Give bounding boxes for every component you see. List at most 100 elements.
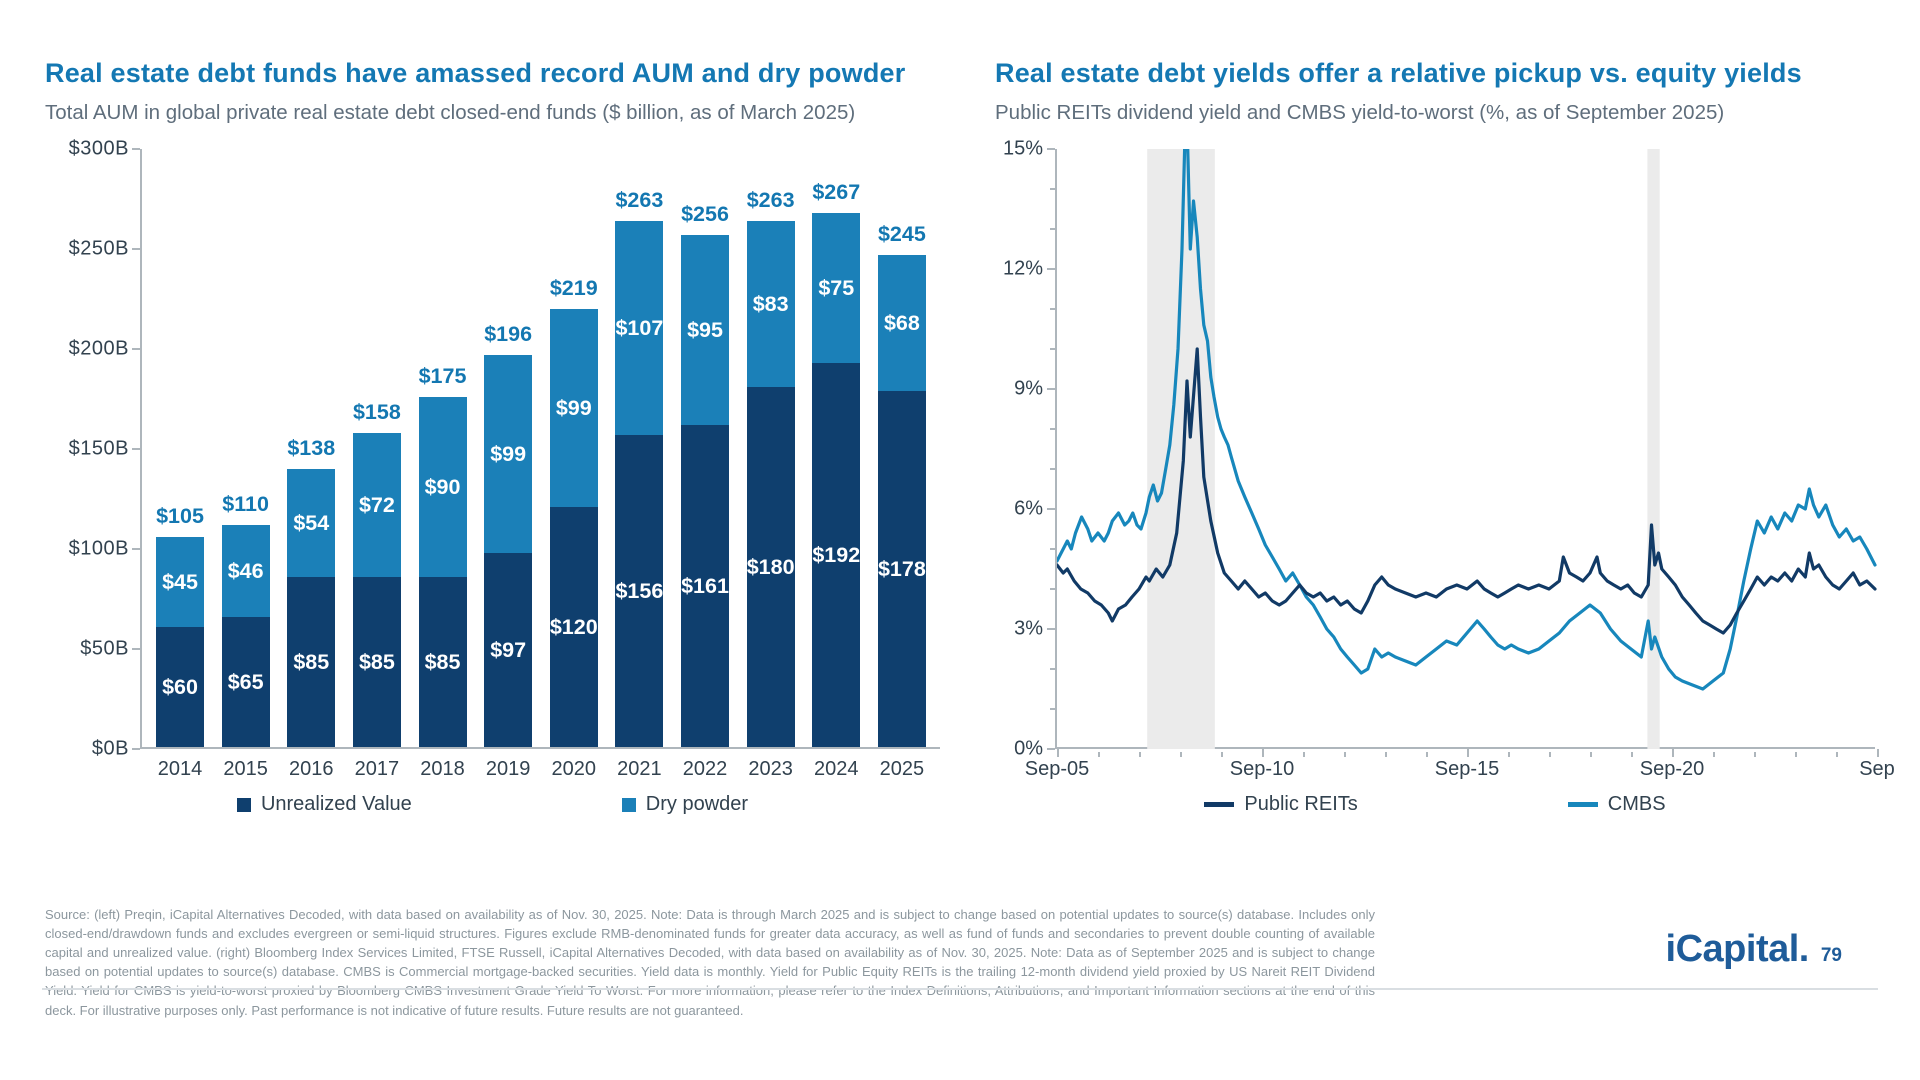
bar-total-label: $245: [877, 222, 926, 246]
logo-block: iCapital. 79: [1666, 928, 1842, 971]
unrealized-value-segment: $97: [484, 553, 533, 747]
cmbs-line-swatch: [1567, 802, 1598, 807]
right-chart-title: Real estate debt yields offer a relative…: [995, 58, 1802, 88]
dry-powder-segment: $68: [877, 255, 926, 391]
bar-2018: $175 $90 $85 2018: [418, 149, 467, 780]
public-reits-line-swatch: [1204, 802, 1235, 807]
unrealized-value-segment: $156: [615, 435, 664, 747]
right-x-axis-tick-mark: [1508, 752, 1510, 757]
right-x-axis-tick-mark: [1344, 752, 1346, 757]
right-x-axis-tick-mark: [1098, 752, 1100, 757]
legend-label-cmbs: CMBS: [1607, 793, 1666, 815]
footer: Source: (left) Preqin, iCapital Alternat…: [45, 905, 1375, 1020]
bar-2023: $263 $83 $180 2023: [746, 149, 795, 780]
right-y-axis-tick-mark: [1050, 468, 1055, 470]
bar-2021: $263 $107 $156 2021: [615, 149, 664, 780]
right-x-axis-tick-mark: [1754, 752, 1756, 757]
right-x-axis-tick-mark: [1877, 749, 1879, 757]
bar-total-label: $219: [549, 276, 598, 300]
right-y-axis-tick-mark: [1047, 388, 1055, 390]
left-x-axis-year-label: 2023: [748, 758, 793, 780]
left-y-axis-tick-label: $100B: [68, 537, 129, 560]
bar-2019: $196 $99 $97 2019: [484, 149, 533, 780]
right-y-axis-tick-label: 0%: [1014, 737, 1043, 760]
left-chart-legend: Unrealized Value Dry powder: [45, 793, 940, 816]
right-x-axis-tick-label: Sep-20: [1639, 758, 1705, 780]
yields-line-chart: 15% 12% 9% 6% 3% 0% Sep-05 Sep-10 Sep-15 Sep-20 Se…: [1003, 138, 1895, 781]
bar-2020: $219 $99 $120 2020: [549, 149, 598, 780]
dry-powder-segment: $99: [484, 355, 533, 553]
unrealized-value-segment: $85: [287, 577, 336, 747]
right-chart-legend: Public REITs CMBS: [995, 793, 1875, 816]
right-x-axis-tick-label: Sep: [1859, 758, 1895, 780]
left-x-axis-year-label: 2024: [814, 758, 859, 780]
bar-total-label: $158: [352, 400, 401, 424]
bar-2024: $267 $75 $192 2024: [812, 149, 861, 780]
bar-2014: $105 $45 $60 2014: [156, 149, 204, 780]
bar-total-label: $256: [681, 202, 729, 226]
bar-2022: $256 $95 $161 2022: [681, 149, 729, 780]
right-y-axis-tick-mark: [1047, 628, 1055, 630]
right-y-axis-tick-mark: [1047, 148, 1055, 150]
right-x-axis-tick-mark: [1180, 752, 1182, 757]
left-x-axis-year-label: 2021: [617, 758, 662, 780]
left-x-axis-year-label: 2016: [289, 758, 334, 780]
left-y-axis-tick-label: $50B: [80, 637, 129, 660]
right-x-axis-tick-mark: [1385, 752, 1387, 757]
right-x-axis-tick-mark: [1631, 752, 1633, 757]
left-y-axis-tick-mark: [132, 348, 140, 350]
right-chart-subtitle: Public REITs dividend yield and CMBS yie…: [995, 101, 1725, 124]
left-y-axis-tick-mark: [132, 548, 140, 550]
dry-powder-segment: $75: [812, 213, 861, 363]
unrealized-value-segment: $192: [812, 363, 861, 747]
dry-powder-segment: $46: [221, 525, 270, 617]
right-y-axis-tick-mark: [1050, 548, 1055, 550]
right-x-axis-tick-mark: [1836, 752, 1838, 757]
left-y-axis-tick-label: $150B: [68, 437, 129, 460]
unrealized-value-segment: $60: [156, 627, 204, 747]
left-y-axis-tick-mark: [132, 448, 140, 450]
bar-2015: $110 $46 $65 2015: [221, 149, 270, 780]
right-y-axis-tick-label: 12%: [1002, 257, 1043, 280]
left-x-axis-year-label: 2019: [485, 758, 531, 780]
bars-row: $105 $45 $60 2014 $110 $46 $65 2015 $138 $54 $85 20…: [142, 149, 940, 780]
left-x-axis-year-label: 2018: [420, 758, 465, 780]
right-x-axis-tick-mark: [1221, 752, 1223, 757]
right-y-axis-tick-mark: [1050, 308, 1055, 310]
dry-powder-segment: $54: [287, 469, 336, 577]
dry-powder-segment: $107: [615, 221, 664, 435]
right-x-axis-tick-mark: [1467, 749, 1469, 757]
right-x-axis-tick-mark: [1549, 752, 1551, 757]
unrealized-value-segment: $85: [352, 577, 401, 747]
legend-item-cmbs: CMBS: [1567, 793, 1666, 816]
bar-total-label: $110: [222, 492, 269, 516]
right-y-axis-tick-mark: [1050, 348, 1055, 350]
left-x-axis-year-label: 2022: [682, 758, 728, 780]
bar-total-label: $263: [615, 188, 664, 212]
legend-item-dry-powder: Dry powder: [621, 793, 748, 816]
left-x-axis-year-label: 2025: [879, 758, 925, 780]
bar-total-label: $105: [156, 504, 204, 528]
left-y-axis-tick-label: $0B: [91, 737, 129, 760]
left-y-axis-tick-mark: [132, 648, 140, 650]
right-y-axis-tick-label: 6%: [1014, 497, 1043, 520]
right-x-axis-tick-mark: [1590, 752, 1592, 757]
bottom-divider: [42, 988, 1878, 990]
left-chart-title: Real estate debt funds have amassed reco…: [45, 58, 906, 88]
charts-row: Real estate debt funds have amassed reco…: [45, 58, 1895, 816]
right-x-axis-tick-label: Sep-15: [1434, 758, 1500, 780]
right-y-axis-tick-mark: [1050, 428, 1055, 430]
dry-powder-segment: $95: [681, 235, 729, 425]
right-y-axis-tick-mark: [1047, 508, 1055, 510]
right-x-axis-tick-mark: [1139, 752, 1141, 757]
right-x-axis-tick-mark: [1303, 752, 1305, 757]
aum-bar-chart: $300B $250B $200B $150B $100B $50B $0B $105 $45 $…: [69, 138, 940, 780]
dry-powder-segment: $83: [746, 221, 795, 387]
left-y-axis-tick-mark: [132, 248, 140, 250]
dry-powder-segment: $99: [549, 309, 598, 507]
right-y-axis-tick-mark: [1047, 748, 1055, 750]
dry-powder-segment: $90: [418, 397, 467, 577]
recession-band: [1647, 149, 1660, 749]
bar-2025: $245 $68 $178 2025: [877, 149, 926, 780]
left-y-axis-tick-mark: [132, 148, 140, 150]
